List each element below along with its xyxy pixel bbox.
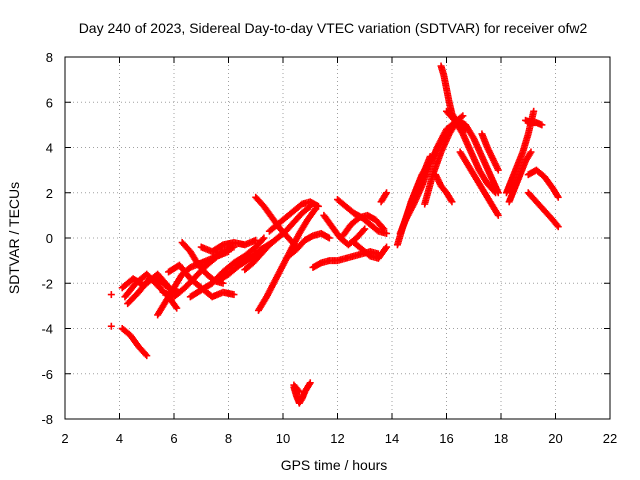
data-point-marker [493, 210, 501, 218]
data-point-marker [260, 234, 268, 242]
x-tick-label: 6 [170, 431, 177, 446]
data-point-marker [305, 380, 313, 388]
data-point-marker [314, 202, 322, 210]
data-point-marker [142, 350, 150, 358]
data-point-marker [530, 107, 538, 115]
data-point-marker [107, 291, 115, 299]
data-point-marker [494, 211, 502, 219]
y-tick-label: -2 [41, 276, 53, 291]
y-tick-label: 4 [46, 141, 53, 156]
data-point-marker [173, 304, 181, 312]
data-point-marker [459, 112, 467, 120]
y-tick-label: 2 [46, 186, 53, 201]
y-tick-label: -8 [41, 412, 53, 427]
data-point-marker [538, 121, 546, 129]
data-point-marker [361, 225, 369, 233]
data-point-marker [225, 248, 232, 256]
data-point-marker [230, 291, 238, 299]
data-point-marker [383, 243, 391, 251]
x-tick-label: 16 [439, 431, 453, 446]
data-point-marker [554, 223, 562, 231]
x-tick-label: 8 [225, 431, 232, 446]
data-point-marker [306, 379, 314, 387]
data-point-marker [172, 303, 180, 311]
y-axis-label: SDTVAR / TECUs [6, 182, 22, 294]
data-point-marker [494, 166, 502, 174]
data-point-marker [379, 224, 387, 232]
data-point-marker [360, 226, 368, 234]
y-tick-label: 6 [46, 95, 53, 110]
data-point-marker [490, 187, 498, 195]
data-point-marker [526, 150, 534, 158]
data-point-marker [380, 225, 388, 233]
x-tick-label: 4 [116, 431, 123, 446]
y-axis-ticks: -8 -6 -4 -2 0 2 4 6 8 [41, 50, 610, 427]
data-point-marker [382, 244, 390, 252]
data-point-marker [107, 322, 115, 330]
data-point-marker [311, 206, 319, 214]
data-point-marker [527, 148, 535, 156]
y-tick-label: 0 [46, 231, 53, 246]
data-point-marker [448, 198, 456, 206]
data-point-marker [163, 283, 171, 291]
data-point-marker [325, 234, 333, 242]
y-tick-label: 8 [46, 50, 53, 65]
data-point-marker [447, 196, 455, 204]
data-point-marker [553, 192, 561, 200]
data-point-marker [252, 236, 260, 244]
data-points [107, 62, 562, 407]
x-tick-label: 18 [494, 431, 508, 446]
x-tick-label: 14 [385, 431, 399, 446]
data-point-marker [143, 352, 151, 360]
data-point-marker [383, 189, 391, 197]
data-point-marker [492, 189, 500, 197]
data-point-marker [383, 229, 391, 237]
y-tick-label: -4 [41, 322, 53, 337]
data-point-marker [259, 235, 267, 243]
x-tick-label: 22 [603, 431, 617, 446]
data-point-marker [553, 221, 561, 229]
x-tick-label: 12 [330, 431, 344, 446]
x-tick-label: 10 [276, 431, 290, 446]
data-point-marker [295, 388, 303, 396]
chart-title: Day 240 of 2023, Sidereal Day-to-day VTE… [79, 20, 588, 36]
data-point-marker [382, 190, 390, 198]
data-point-marker [554, 193, 562, 201]
y-tick-label: -6 [41, 367, 53, 382]
x-tick-label: 20 [548, 431, 562, 446]
x-axis-label: GPS time / hours [281, 457, 388, 473]
x-axis-ticks: 2 4 6 8 10 12 14 16 18 20 22 [61, 57, 617, 446]
data-point-marker [294, 386, 302, 394]
x-tick-label: 2 [61, 431, 68, 446]
